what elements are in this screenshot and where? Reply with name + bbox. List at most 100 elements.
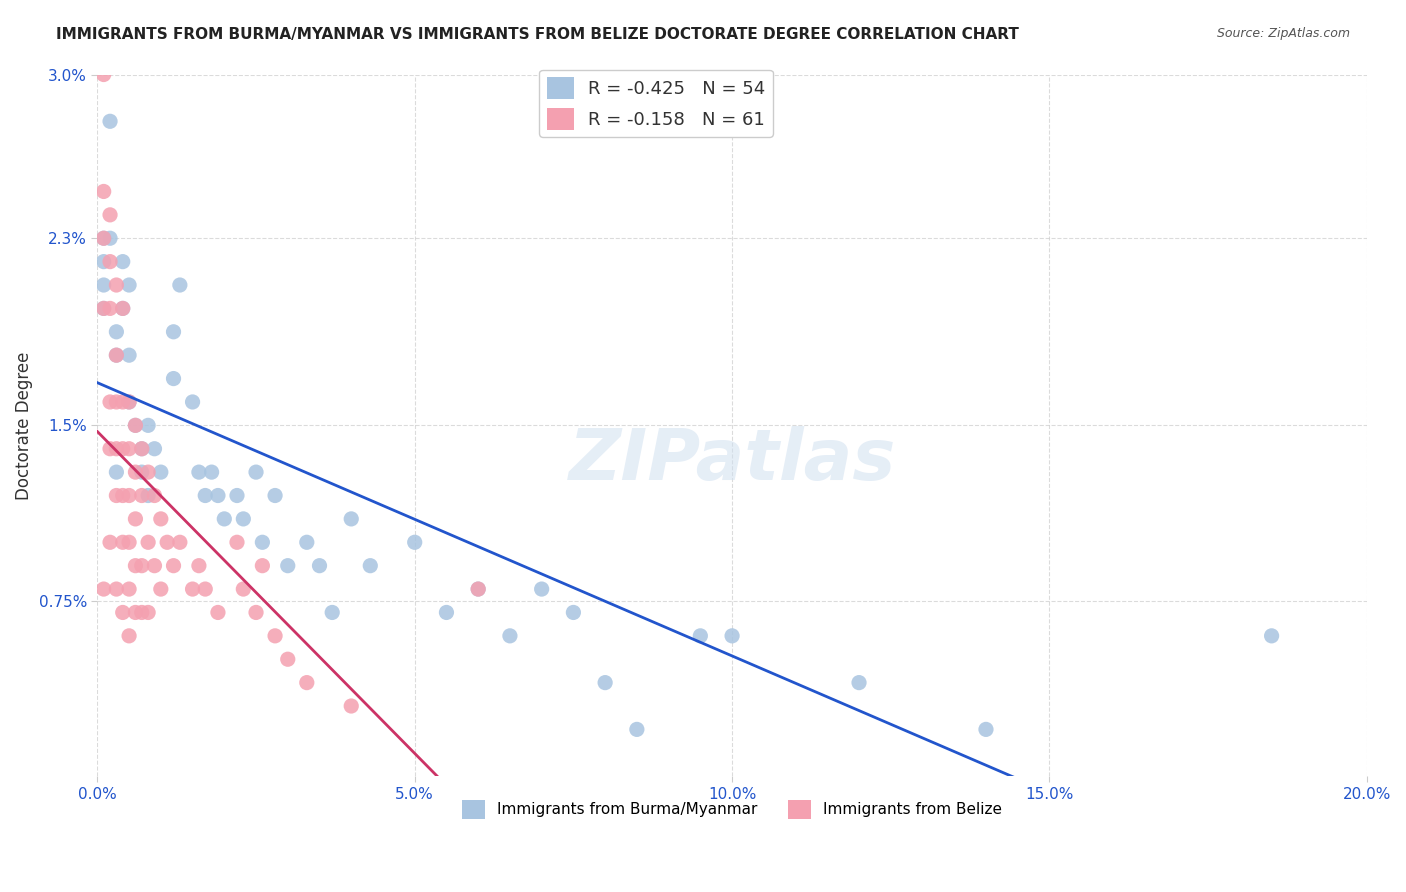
Point	[169, 535, 191, 549]
Point	[124, 465, 146, 479]
Point	[118, 278, 141, 293]
Point	[111, 606, 134, 620]
Point	[593, 675, 616, 690]
Point	[111, 301, 134, 316]
Point	[105, 582, 128, 596]
Point	[93, 582, 115, 596]
Point	[118, 348, 141, 362]
Y-axis label: Doctorate Degree: Doctorate Degree	[15, 351, 32, 500]
Point	[499, 629, 522, 643]
Point	[105, 278, 128, 293]
Point	[118, 395, 141, 409]
Point	[98, 254, 121, 268]
Text: IMMIGRANTS FROM BURMA/MYANMAR VS IMMIGRANTS FROM BELIZE DOCTORATE DEGREE CORRELA: IMMIGRANTS FROM BURMA/MYANMAR VS IMMIGRA…	[56, 27, 1019, 42]
Point	[98, 114, 121, 128]
Point	[162, 371, 184, 385]
Point	[162, 558, 184, 573]
Point	[98, 442, 121, 456]
Point	[194, 582, 217, 596]
Point	[105, 465, 128, 479]
Point	[93, 231, 115, 245]
Point	[98, 301, 121, 316]
Point	[93, 278, 115, 293]
Point	[111, 301, 134, 316]
Point	[467, 582, 489, 596]
Point	[721, 629, 744, 643]
Point	[232, 582, 254, 596]
Point	[124, 418, 146, 433]
Point	[136, 465, 159, 479]
Text: ZIPatlas: ZIPatlas	[568, 425, 896, 495]
Point	[131, 606, 153, 620]
Point	[194, 489, 217, 503]
Point	[149, 465, 172, 479]
Point	[111, 254, 134, 268]
Point	[245, 465, 267, 479]
Point	[295, 535, 318, 549]
Point	[264, 489, 287, 503]
Point	[124, 418, 146, 433]
Point	[359, 558, 381, 573]
Point	[131, 489, 153, 503]
Point	[93, 301, 115, 316]
Point	[105, 442, 128, 456]
Point	[1260, 629, 1282, 643]
Point	[277, 558, 299, 573]
Point	[118, 535, 141, 549]
Point	[308, 558, 330, 573]
Point	[149, 512, 172, 526]
Point	[124, 512, 146, 526]
Point	[187, 558, 209, 573]
Point	[98, 395, 121, 409]
Point	[93, 231, 115, 245]
Point	[98, 535, 121, 549]
Point	[136, 535, 159, 549]
Point	[340, 698, 363, 713]
Point	[118, 489, 141, 503]
Point	[131, 442, 153, 456]
Point	[93, 254, 115, 268]
Point	[93, 68, 115, 82]
Point	[93, 301, 115, 316]
Point	[124, 558, 146, 573]
Point	[118, 582, 141, 596]
Point	[124, 606, 146, 620]
Text: Source: ZipAtlas.com: Source: ZipAtlas.com	[1216, 27, 1350, 40]
Point	[626, 723, 648, 737]
Point	[848, 675, 870, 690]
Point	[264, 629, 287, 643]
Point	[143, 489, 166, 503]
Point	[974, 723, 997, 737]
Point	[156, 535, 179, 549]
Point	[245, 606, 267, 620]
Point	[105, 325, 128, 339]
Point	[340, 512, 363, 526]
Point	[277, 652, 299, 666]
Point	[105, 348, 128, 362]
Point	[98, 231, 121, 245]
Point	[111, 395, 134, 409]
Point	[136, 489, 159, 503]
Point	[181, 395, 204, 409]
Point	[252, 558, 274, 573]
Point	[295, 675, 318, 690]
Point	[111, 535, 134, 549]
Point	[111, 489, 134, 503]
Point	[562, 606, 585, 620]
Point	[226, 535, 249, 549]
Point	[214, 512, 236, 526]
Point	[689, 629, 711, 643]
Point	[105, 348, 128, 362]
Legend: Immigrants from Burma/Myanmar, Immigrants from Belize: Immigrants from Burma/Myanmar, Immigrant…	[456, 794, 1008, 825]
Point	[143, 558, 166, 573]
Point	[111, 442, 134, 456]
Point	[118, 442, 141, 456]
Point	[149, 582, 172, 596]
Point	[404, 535, 426, 549]
Point	[187, 465, 209, 479]
Point	[105, 489, 128, 503]
Point	[136, 418, 159, 433]
Point	[118, 395, 141, 409]
Point	[131, 442, 153, 456]
Point	[105, 395, 128, 409]
